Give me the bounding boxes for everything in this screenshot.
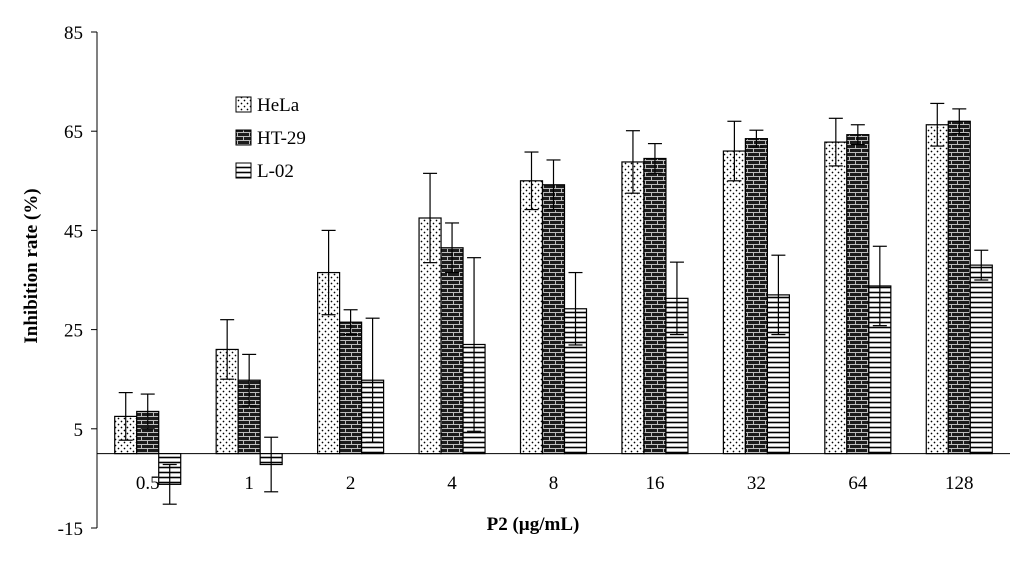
bar-hela [621,161,645,455]
bar-ht-29 [744,138,768,455]
y-tick-label: -15 [58,519,83,540]
error-bar [625,130,640,194]
x-tick-label: 32 [747,473,766,494]
bar-ht-29 [541,184,566,455]
legend-label: HT-29 [257,128,306,149]
error-bar [568,271,583,346]
error-bar [872,245,887,327]
y-axis: -15 5 25 45 65 85 [58,23,98,540]
error-bar [546,159,561,211]
bar-hela [824,141,848,455]
error-bar [669,261,684,336]
error-bars [118,102,989,505]
y-tick-label: 65 [64,122,83,143]
error-bar [850,124,865,146]
error-bar [727,120,742,182]
bar-ht-29 [947,120,971,455]
legend-label: L-02 [257,161,294,182]
y-axis-title: Inhibition rate (%) [21,188,42,343]
error-bar [423,172,438,264]
error-bar [162,463,177,505]
bar-hela [519,180,544,455]
x-axis: 0.5 1 2 4 8 16 32 64 128 [97,453,1010,494]
error-bar [242,353,257,407]
legend-swatch [235,129,252,146]
x-tick-label: 1 [244,473,254,494]
x-tick-label: 0.5 [136,473,160,494]
x-tick-label: 2 [346,473,356,494]
error-bar [321,229,336,316]
legend-entry-l-02: L-02 [235,161,294,182]
bars [114,120,993,485]
bar-ht-29 [339,321,363,455]
legend-swatch [235,162,252,179]
error-bar [140,393,155,430]
y-tick-label: 25 [64,321,83,342]
x-tick-label: 4 [447,473,457,494]
x-axis-title: P2 (µg/mL) [487,514,580,535]
legend-label: HeLa [257,95,300,116]
bar-ht-29 [643,157,667,455]
error-bar [343,309,358,336]
error-bar [974,249,989,281]
error-bar [220,319,235,380]
y-tick-label: 45 [64,221,83,242]
error-bar [524,151,539,211]
bar-hela [722,150,746,455]
error-bar [365,317,380,443]
error-bar [445,222,460,274]
bar-l-02 [969,264,993,455]
x-tick-label: 64 [848,473,868,494]
error-bar [647,143,662,174]
error-bar [952,108,967,135]
legend-swatch [235,96,252,113]
bar-ht-29 [440,247,464,455]
bar-ht-29 [846,134,870,455]
legend-entry-hela: HeLa [235,95,300,116]
error-bar [771,254,786,336]
x-tick-label: 128 [945,473,974,494]
error-bar [828,117,843,167]
x-tick-label: 16 [645,473,664,494]
x-tick-label: 8 [549,473,559,494]
error-bar [467,257,482,432]
bar-hela [925,124,949,455]
error-bar [264,436,279,493]
y-tick-label: 85 [64,23,83,44]
error-bar [930,102,945,147]
legend: HeLa HT-29 L-02 [235,95,306,182]
error-bar [118,391,133,441]
error-bar [749,129,764,148]
legend-entry-ht-29: HT-29 [235,128,306,149]
y-tick-label: 5 [74,420,84,441]
